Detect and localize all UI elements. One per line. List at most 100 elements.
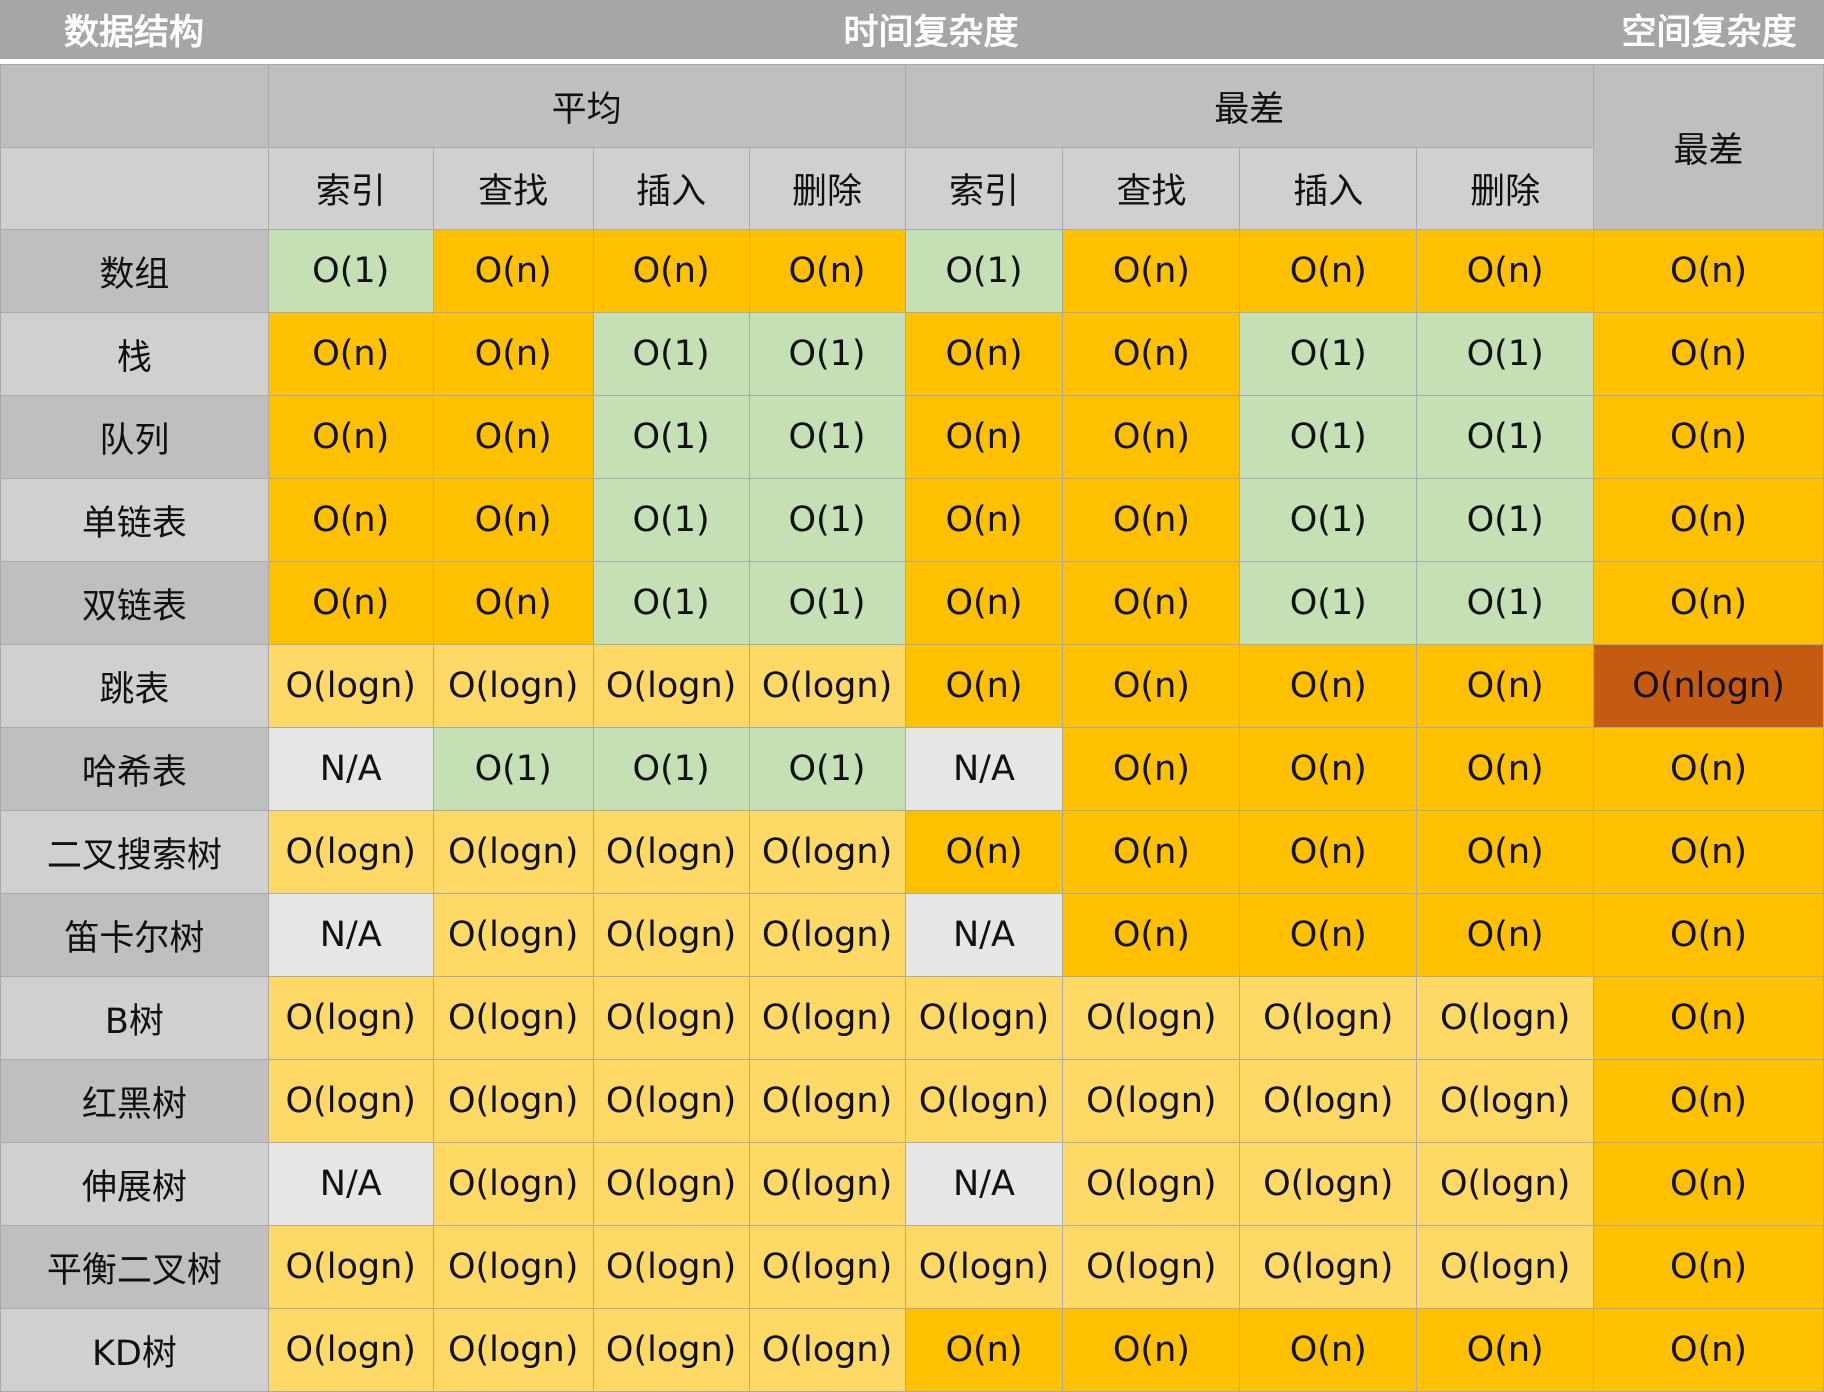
complexity-cell: O(logn)	[904, 976, 1064, 1060]
complexity-cell: N/A	[904, 727, 1064, 811]
complexity-cell: O(logn)	[267, 810, 434, 894]
complexity-cell: O(n)	[432, 395, 594, 479]
complexity-cell: O(n)	[1062, 561, 1241, 645]
complexity-cell: O(n)	[1239, 810, 1418, 894]
complexity-cell: O(1)	[267, 229, 434, 313]
complexity-cell: O(logn)	[592, 644, 750, 728]
complexity-cell: O(n)	[904, 1308, 1064, 1392]
complexity-cell: O(1)	[1239, 561, 1418, 645]
table-row: 平衡二叉树 O(logn) O(logn) O(logn) O(logn) O(logn)…	[0, 1225, 1824, 1309]
table-row: 单链表 O(n) O(n) O(1) O(1) O(n) O(n) O(1) O(1) O(n)	[0, 478, 1824, 562]
complexity-cell: O(1)	[592, 727, 750, 811]
complexity-cell: O(n)	[1416, 1308, 1595, 1392]
complexity-cell: O(n)	[1062, 893, 1241, 977]
complexity-cell: O(n)	[1062, 810, 1241, 894]
table-row: 二叉搜索树 O(logn) O(logn) O(logn) O(logn) O(n) O(n…	[0, 810, 1824, 894]
complexity-cell: O(logn)	[748, 1225, 906, 1309]
row-label: 哈希表	[0, 727, 269, 811]
complexity-cell: O(logn)	[1416, 976, 1595, 1060]
complexity-cell: O(logn)	[592, 976, 750, 1060]
complexity-cell: O(1)	[748, 312, 906, 396]
complexity-cell: O(logn)	[748, 810, 906, 894]
complexity-cell: O(n)	[1593, 561, 1824, 645]
complexity-cell: O(logn)	[904, 1059, 1064, 1143]
complexity-cell: N/A	[904, 1142, 1064, 1226]
operation-header: 索引	[267, 147, 434, 230]
row-label: 二叉搜索树	[0, 810, 269, 894]
complexity-cell: O(1)	[1239, 395, 1418, 479]
complexity-cell: O(logn)	[748, 644, 906, 728]
complexity-cell: O(1)	[592, 478, 750, 562]
complexity-cell: N/A	[267, 893, 434, 977]
complexity-cell: O(1)	[1239, 312, 1418, 396]
complexity-cell: O(n)	[904, 561, 1064, 645]
complexity-cell: O(n)	[1593, 1059, 1824, 1143]
complexity-cell: O(logn)	[432, 1142, 594, 1226]
complexity-cell: O(n)	[904, 478, 1064, 562]
row-label: 平衡二叉树	[0, 1225, 269, 1309]
table-row: 跳表 O(logn) O(logn) O(logn) O(logn) O(n) O(n) O(…	[0, 644, 1824, 728]
complexity-cell: O(n)	[904, 810, 1064, 894]
complexity-cell: O(logn)	[748, 1142, 906, 1226]
complexity-cell: O(n)	[904, 395, 1064, 479]
complexity-cell: O(n)	[1593, 395, 1824, 479]
row-label: 伸展树	[0, 1142, 269, 1226]
complexity-cell: O(n)	[592, 229, 750, 313]
complexity-cell: O(n)	[1062, 727, 1241, 811]
complexity-cell: O(logn)	[432, 1225, 594, 1309]
complexity-cell: O(n)	[1416, 229, 1595, 313]
operation-header: 索引	[904, 147, 1064, 230]
worst-group-header: 最差	[904, 64, 1595, 148]
complexity-cell: O(logn)	[432, 1059, 594, 1143]
complexity-cell: O(logn)	[267, 1059, 434, 1143]
complexity-cell: O(1)	[748, 478, 906, 562]
operation-header: 插入	[592, 147, 750, 230]
complexity-cell: O(logn)	[1062, 1059, 1241, 1143]
complexity-cell: O(n)	[1239, 1308, 1418, 1392]
complexity-cell: O(1)	[1416, 561, 1595, 645]
complexity-cell: O(n)	[267, 478, 434, 562]
complexity-cell: N/A	[267, 727, 434, 811]
complexity-cell: O(logn)	[592, 1225, 750, 1309]
complexity-cell: O(logn)	[748, 1059, 906, 1143]
complexity-cell: O(logn)	[592, 1308, 750, 1392]
complexity-cell: O(n)	[1416, 644, 1595, 728]
complexity-cell: O(n)	[267, 312, 434, 396]
operation-header: 查找	[1062, 147, 1241, 230]
table-row: B树 O(logn) O(logn) O(logn) O(logn) O(logn) O(l…	[0, 976, 1824, 1060]
complexity-cell: O(logn)	[1062, 1225, 1241, 1309]
table-row: 伸展树 N/A O(logn) O(logn) O(logn) N/A O(logn) O(l…	[0, 1142, 1824, 1226]
complexity-cell: O(logn)	[432, 893, 594, 977]
complexity-cell: O(n)	[1062, 478, 1241, 562]
complexity-cell: O(n)	[1239, 893, 1418, 977]
complexity-cell: O(1)	[1416, 478, 1595, 562]
complexity-table: 平均 最差 最差 索引 查找 插入 删除 索引 查找 插入 删除 数组 O(1) O(n) O(n)…	[0, 64, 1824, 1392]
complexity-cell: O(n)	[1062, 1308, 1241, 1392]
complexity-cell: O(n)	[1062, 644, 1241, 728]
table-row: 数组 O(1) O(n) O(n) O(n) O(1) O(n) O(n) O(n) O(n)	[0, 229, 1824, 313]
space-complexity-title: 空间复杂度	[1621, 13, 1797, 53]
table-row: 笛卡尔树 N/A O(logn) O(logn) O(logn) N/A O(n) O(n) O…	[0, 893, 1824, 977]
complexity-cell: O(logn)	[1239, 976, 1418, 1060]
complexity-cell: O(n)	[1062, 229, 1241, 313]
table-row: 栈 O(n) O(n) O(1) O(1) O(n) O(n) O(1) O(1) O(n)	[0, 312, 1824, 396]
complexity-cell: O(n)	[267, 395, 434, 479]
complexity-cell: O(1)	[748, 395, 906, 479]
complexity-cell: O(1)	[1416, 395, 1595, 479]
complexity-cell: O(1)	[432, 727, 594, 811]
complexity-cell: O(logn)	[432, 976, 594, 1060]
complexity-cell: O(n)	[1593, 478, 1824, 562]
complexity-cell: O(n)	[1593, 1308, 1824, 1392]
complexity-cell: O(n)	[1416, 727, 1595, 811]
complexity-cell: O(logn)	[1416, 1142, 1595, 1226]
complexity-cell: O(n)	[1593, 229, 1824, 313]
row-label: B树	[0, 976, 269, 1060]
complexity-cell: O(n)	[1593, 810, 1824, 894]
row-label: KD树	[0, 1308, 269, 1392]
complexity-cell: O(logn)	[1062, 976, 1241, 1060]
operation-header: 删除	[748, 147, 906, 230]
complexity-cell: O(logn)	[1239, 1225, 1418, 1309]
row-label: 跳表	[0, 644, 269, 728]
complexity-cell: O(n)	[432, 312, 594, 396]
data-structure-title: 数据结构	[63, 13, 204, 53]
